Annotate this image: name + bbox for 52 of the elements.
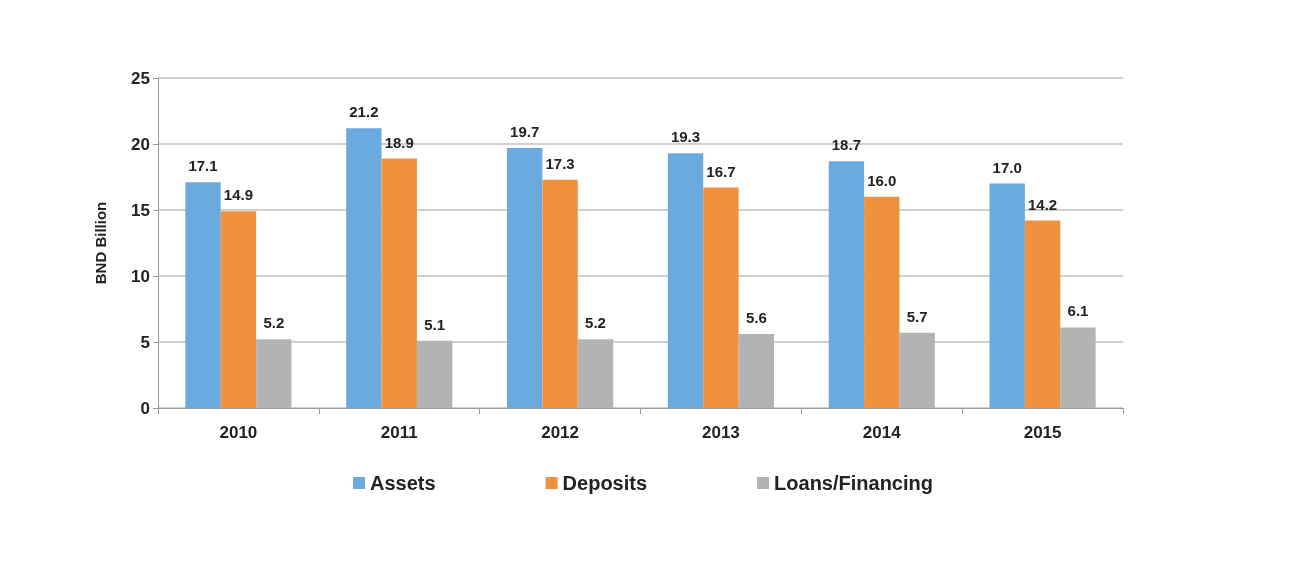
legend-label: Deposits (562, 472, 648, 494)
y-tick-label: 20 (131, 134, 150, 154)
data-label: 5.7 (906, 307, 928, 325)
y-tick-label: 0 (140, 398, 150, 418)
bar (220, 211, 257, 408)
y-tick-label: 25 (131, 68, 150, 88)
bar (667, 153, 704, 408)
data-label: 17.3 (545, 154, 575, 172)
bar (738, 334, 774, 408)
x-tick-label: 2011 (380, 423, 418, 442)
data-label: 5.6 (745, 309, 767, 327)
bar (577, 339, 614, 408)
legend-label: Assets (370, 472, 436, 494)
x-tick-label: 2014 (862, 423, 902, 442)
data-label: 19.7 (510, 122, 540, 140)
bar (989, 183, 1025, 408)
data-label: 5.1 (424, 315, 446, 333)
data-label: 16.0 (867, 171, 897, 189)
bar (381, 158, 417, 408)
data-label: 6.1 (1067, 302, 1089, 320)
y-tick-label: 10 (131, 266, 150, 286)
data-label: 21.2 (349, 103, 379, 121)
x-tick-label: 2012 (541, 423, 579, 442)
bar (864, 196, 900, 408)
bar (346, 128, 382, 408)
data-label: 19.3 (670, 128, 701, 146)
data-label: 5.2 (585, 314, 606, 332)
data-label: 18.9 (384, 133, 414, 151)
data-label: 16.7 (706, 162, 736, 180)
bar (185, 182, 221, 408)
bar (256, 339, 292, 408)
bar (507, 147, 543, 408)
bar (828, 161, 865, 408)
legend-label: Loans/Financing (774, 472, 933, 494)
y-tick-label: 15 (131, 200, 150, 220)
bar (542, 179, 578, 408)
x-tick-label: 2013 (702, 423, 740, 442)
bar (703, 187, 739, 408)
data-label: 17.0 (992, 158, 1022, 176)
data-label: 14.9 (223, 186, 254, 204)
bar (1060, 327, 1096, 408)
data-label: 14.2 (1027, 195, 1058, 213)
y-axis-title: BND Billion (92, 201, 109, 285)
data-label: 17.1 (188, 157, 218, 175)
x-tick-label: 2010 (219, 423, 258, 442)
x-tick-label: 2015 (1023, 423, 1062, 442)
y-tick-label: 5 (140, 332, 150, 352)
data-label: 18.7 (831, 136, 861, 154)
bar (899, 332, 935, 408)
bar (1024, 220, 1061, 408)
data-label: 5.2 (263, 314, 285, 332)
bar (416, 340, 453, 408)
